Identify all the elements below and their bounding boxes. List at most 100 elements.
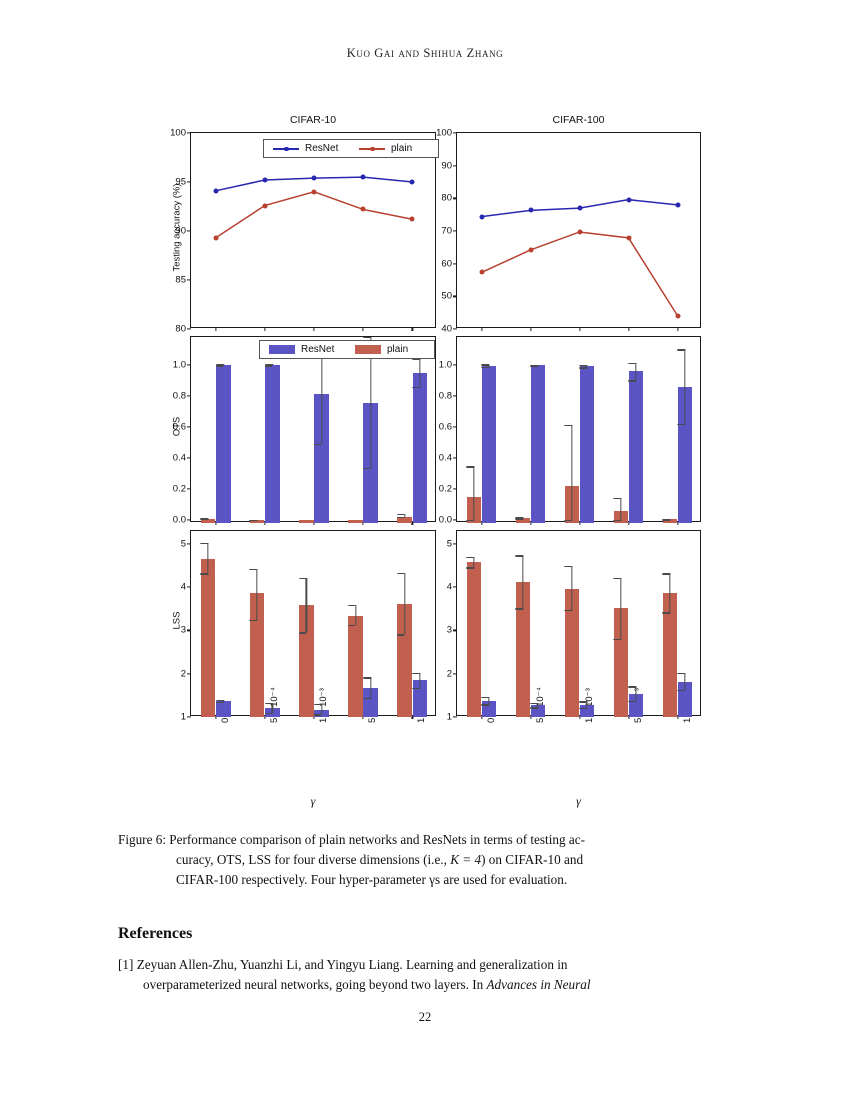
- x-tick-mark: [411, 521, 413, 525]
- y-tick-mark: [453, 328, 457, 330]
- y-tick-label: 0.6: [438, 421, 452, 433]
- x-tick-mark: [480, 521, 483, 525]
- y-tick-mark: [453, 543, 457, 545]
- y-tick-mark: [187, 364, 191, 366]
- error-bar-cap: [613, 639, 621, 641]
- data-point: [262, 177, 268, 183]
- error-bar-cap: [530, 365, 539, 368]
- error-bar-cap: [662, 573, 670, 575]
- bar-resnet: [628, 371, 644, 523]
- data-point: [675, 313, 680, 319]
- y-tick-label: 50: [441, 290, 452, 302]
- x-tick-mark: [676, 715, 679, 719]
- error-bar: [419, 672, 421, 688]
- caption-line-3: CIFAR-100 respectively. Four hyper-param…: [176, 872, 568, 887]
- y-tick-label: 0.2: [172, 483, 186, 495]
- x-tick-mark: [676, 327, 679, 331]
- bar-resnet: [215, 700, 231, 717]
- x-tick-mark: [480, 327, 483, 331]
- error-bar: [684, 672, 686, 691]
- error-bar-cap: [564, 566, 572, 568]
- y-tick-label: 0.4: [172, 452, 186, 464]
- y-tick-label: 90: [175, 225, 186, 237]
- x-tick-mark: [529, 521, 532, 525]
- bar-plain: [348, 615, 363, 717]
- error-bar-cap: [298, 632, 307, 634]
- bar-resnet: [530, 365, 546, 523]
- y-tick-label: 1: [446, 711, 452, 723]
- error-bar-cap: [397, 634, 405, 636]
- figure-6: 80 85 90 95 100 ResNet plain CIFAR-10 Testing ac…: [0, 108, 850, 808]
- data-point: [479, 269, 484, 275]
- error-bar: [488, 697, 490, 705]
- error-bar-cap: [466, 466, 474, 468]
- y-tick-label: 1.0: [172, 359, 186, 371]
- legend-item: plain: [359, 143, 429, 154]
- error-bar: [488, 364, 490, 367]
- x-tick-mark: [215, 521, 217, 525]
- references-heading: References: [118, 925, 193, 942]
- y-tick-label: 4: [446, 581, 452, 593]
- error-bar-cap: [412, 687, 421, 689]
- y-tick-label: 80: [175, 323, 186, 335]
- error-bar-cap: [481, 697, 490, 699]
- y-tick-label: 0.0: [438, 514, 452, 526]
- error-bar: [354, 604, 357, 625]
- bar-resnet: [628, 694, 644, 717]
- x-tick-mark: [676, 521, 679, 525]
- error-bar-cap: [397, 513, 405, 515]
- bar-plain: [515, 582, 531, 717]
- y-tick-mark: [453, 426, 457, 428]
- error-bar: [620, 577, 622, 640]
- y-tick-label: 2: [180, 668, 186, 680]
- y-tick-mark: [187, 457, 191, 459]
- y-tick-mark: [453, 673, 457, 675]
- error-bar: [537, 703, 539, 708]
- error-bar: [321, 347, 323, 444]
- y-tick-mark: [187, 230, 191, 232]
- data-point: [528, 247, 533, 253]
- bar-resnet: [579, 366, 595, 523]
- y-tick-label: 0.0: [172, 514, 186, 526]
- panel-title: CIFAR-100: [552, 114, 605, 126]
- x-tick-mark: [627, 327, 630, 331]
- error-bar-cap: [579, 707, 588, 710]
- data-point: [213, 188, 219, 194]
- error-bar-cap: [215, 701, 224, 704]
- error-bar-cap: [249, 519, 258, 522]
- y-tick-mark: [187, 395, 191, 397]
- error-bar-cap: [677, 690, 686, 692]
- page-number: 22: [418, 1010, 432, 1024]
- x-tick-mark: [313, 521, 315, 525]
- error-bar: [586, 365, 588, 368]
- x-tick-label: 0: [485, 717, 497, 723]
- y-tick-label: 1: [180, 711, 186, 723]
- legend-line-marker-icon: [273, 144, 299, 153]
- error-bar-cap: [249, 569, 258, 571]
- data-point: [409, 216, 415, 222]
- bar-plain: [662, 519, 678, 523]
- y-tick-mark: [453, 230, 457, 232]
- error-bar-cap: [397, 572, 405, 574]
- bar-resnet: [530, 705, 546, 717]
- error-bar-cap: [397, 517, 405, 519]
- y-tick-mark: [453, 395, 457, 397]
- error-bar: [419, 358, 421, 387]
- y-tick-label: 0.6: [172, 421, 186, 433]
- y-tick-mark: [453, 132, 457, 134]
- error-bar: [321, 704, 323, 715]
- data-point: [311, 189, 317, 195]
- y-tick-mark: [187, 181, 191, 183]
- error-bar-cap: [662, 612, 670, 614]
- line-plain: [481, 231, 679, 317]
- data-point: [479, 214, 484, 220]
- x-tick-mark: [480, 715, 483, 719]
- y-tick-mark: [187, 673, 191, 675]
- error-bar-cap: [613, 519, 621, 522]
- error-bar: [635, 362, 637, 381]
- error-bar-cap: [215, 364, 224, 366]
- x-tick-label: 1 × 10⁻³: [318, 688, 329, 723]
- x-tick-label: 5 × 10⁻⁴: [268, 687, 280, 723]
- y-tick-mark: [187, 543, 191, 545]
- y-tick-mark: [453, 519, 457, 521]
